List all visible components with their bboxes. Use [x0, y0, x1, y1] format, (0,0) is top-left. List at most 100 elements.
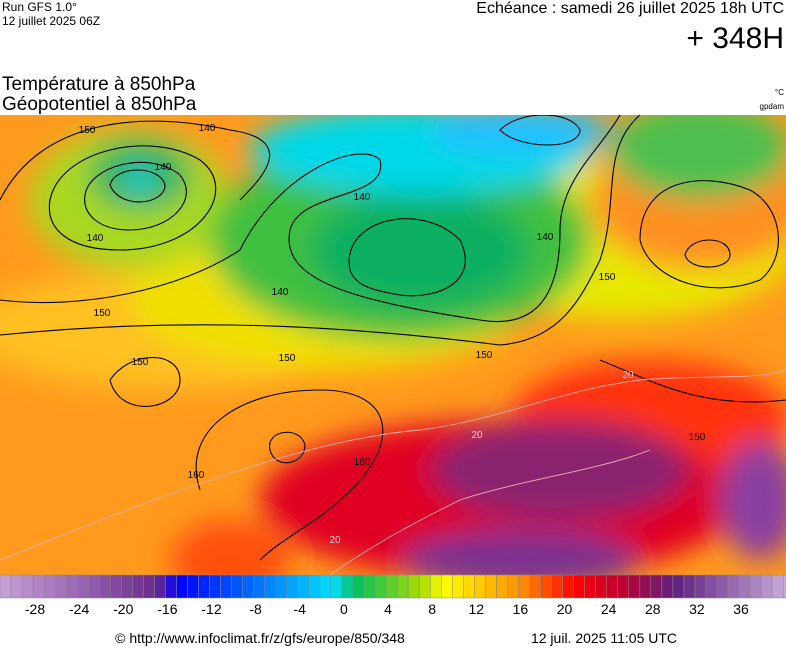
- contour-label: 150: [279, 353, 296, 364]
- colorbar-swatch: [308, 574, 321, 599]
- colorbar-swatch: [617, 574, 630, 599]
- colorbar-swatch: [330, 574, 343, 599]
- contour-label: 150: [94, 308, 111, 319]
- colorbar-swatch: [10, 574, 23, 599]
- colorbar-swatch: [738, 574, 751, 599]
- contour-label: 140: [272, 287, 289, 298]
- colorbar-swatch: [639, 574, 652, 599]
- colorbar-swatch: [132, 574, 144, 599]
- valid-time: Echéance : samedi 26 juillet 2025 18h UT…: [476, 0, 784, 17]
- contour-label: 150: [476, 350, 493, 361]
- colorbar-swatch: [110, 574, 122, 599]
- source-link[interactable]: © http://www.infoclimat.fr/z/gfs/europe/…: [115, 630, 405, 646]
- temperature-contours: [0, 369, 786, 575]
- colorbar-swatch: [0, 574, 12, 599]
- colorbar-tick-label: -24: [69, 601, 89, 617]
- colorbar-swatch: [672, 574, 685, 599]
- colorbar-swatch: [21, 574, 34, 599]
- colorbar-swatch: [231, 574, 243, 599]
- unit-geopotential: gpdam: [760, 102, 785, 111]
- colorbar-swatch: [628, 574, 641, 599]
- colorbar-swatch: [253, 574, 266, 599]
- colorbar-swatch: [363, 574, 376, 599]
- colorbar-swatch: [407, 574, 420, 599]
- contour-label: 140: [87, 233, 104, 244]
- colorbar-swatch: [32, 574, 45, 599]
- colorbar-swatch: [562, 574, 574, 599]
- colorbar-swatch: [121, 574, 133, 599]
- colorbar-swatch: [429, 574, 442, 599]
- colorbar-tick-label: 16: [513, 601, 529, 617]
- colorbar: -28 -24 -20 -16 -12 -8 -4 0 4 8 12 16 20 24 28 32 36: [0, 574, 786, 617]
- colorbar-swatch: [385, 574, 398, 599]
- colorbar-swatch: [496, 574, 508, 599]
- run-label: Run GFS 1.0°: [2, 0, 77, 14]
- colorbar-swatch: [176, 574, 188, 599]
- colorbar-swatch: [198, 574, 210, 599]
- colorbar-swatch: [694, 574, 707, 599]
- colorbar-swatch: [683, 574, 696, 599]
- title-temperature: Température à 850hPa: [2, 74, 196, 95]
- generated-time: 12 juil. 2025 11:05 UTC: [531, 630, 677, 646]
- colorbar-swatch: [507, 574, 519, 599]
- colorbar-swatch: [727, 574, 740, 599]
- colorbar-tick-label: -20: [113, 601, 133, 617]
- geopotential-contours: [0, 115, 786, 561]
- colorbar-swatch: [187, 574, 199, 599]
- colorbar-tick-label: -28: [25, 601, 45, 617]
- colorbar-swatch: [606, 574, 618, 599]
- colorbar-swatch: [264, 574, 277, 599]
- contour-label: 20: [329, 535, 341, 546]
- contour-label: 150: [689, 432, 706, 443]
- colorbar-swatch: [485, 574, 497, 599]
- colorbar-swatch: [165, 574, 177, 599]
- colorbar-swatch: [209, 574, 221, 599]
- contour-label: 140: [155, 162, 172, 173]
- colorbar-swatch: [99, 574, 111, 599]
- colorbar-swatch: [540, 574, 552, 599]
- colorbar-tick-label: -8: [249, 601, 262, 617]
- colorbar-swatch: [242, 574, 254, 599]
- colorbar-swatch: [474, 574, 486, 599]
- contour-labels: 150 140 140 140 140 140 150 150 150 150 150 160 160 1…: [79, 123, 706, 546]
- colorbar-tick-label: -4: [294, 601, 307, 617]
- colorbar-tick-label: 4: [384, 601, 392, 617]
- colorbar-tick-label: 20: [557, 601, 573, 617]
- map: 150 140 140 140 140 140 150 150 150 150 150 160 160 1…: [0, 115, 786, 575]
- lead-time: + 348H: [686, 22, 784, 55]
- colorbar-swatch: [584, 574, 596, 599]
- colorbar-swatch: [650, 574, 663, 599]
- colorbar-swatch: [760, 574, 773, 599]
- colorbar-swatch: [297, 574, 310, 599]
- colorbar-tick-label: 24: [601, 601, 617, 617]
- colorbar-tick-label: 28: [645, 601, 661, 617]
- colorbar-swatch: [661, 574, 674, 599]
- colorbar-swatch: [529, 574, 541, 599]
- contour-label: 150: [79, 125, 96, 136]
- contour-label: 140: [199, 123, 216, 134]
- colorbar-swatch: [441, 574, 453, 599]
- colorbar-swatch: [54, 574, 67, 599]
- colorbar-swatch: [275, 574, 288, 599]
- colorbar-swatch: [65, 574, 78, 599]
- colorbar-swatch: [286, 574, 299, 599]
- colorbar-tick-label: -12: [201, 601, 221, 617]
- colorbar-swatch: [88, 574, 100, 599]
- colorbar-swatch: [341, 574, 354, 599]
- colorbar-swatch: [220, 574, 232, 599]
- colorbar-swatch: [452, 574, 464, 599]
- contour-label: 140: [537, 232, 554, 243]
- contour-label: 150: [599, 272, 616, 283]
- colorbar-swatch: [418, 574, 431, 599]
- colorbar-swatch: [518, 574, 530, 599]
- colorbar-swatch: [143, 574, 155, 599]
- colorbar-swatch: [705, 574, 718, 599]
- contour-label: 20: [622, 370, 634, 381]
- temperature-field: [0, 115, 786, 575]
- run-date: 12 juillet 2025 06Z: [2, 14, 100, 28]
- contour-label: 160: [354, 457, 371, 468]
- title-geopotential: Géopotentiel à 850hPa: [2, 94, 197, 115]
- colorbar-swatch: [551, 574, 563, 599]
